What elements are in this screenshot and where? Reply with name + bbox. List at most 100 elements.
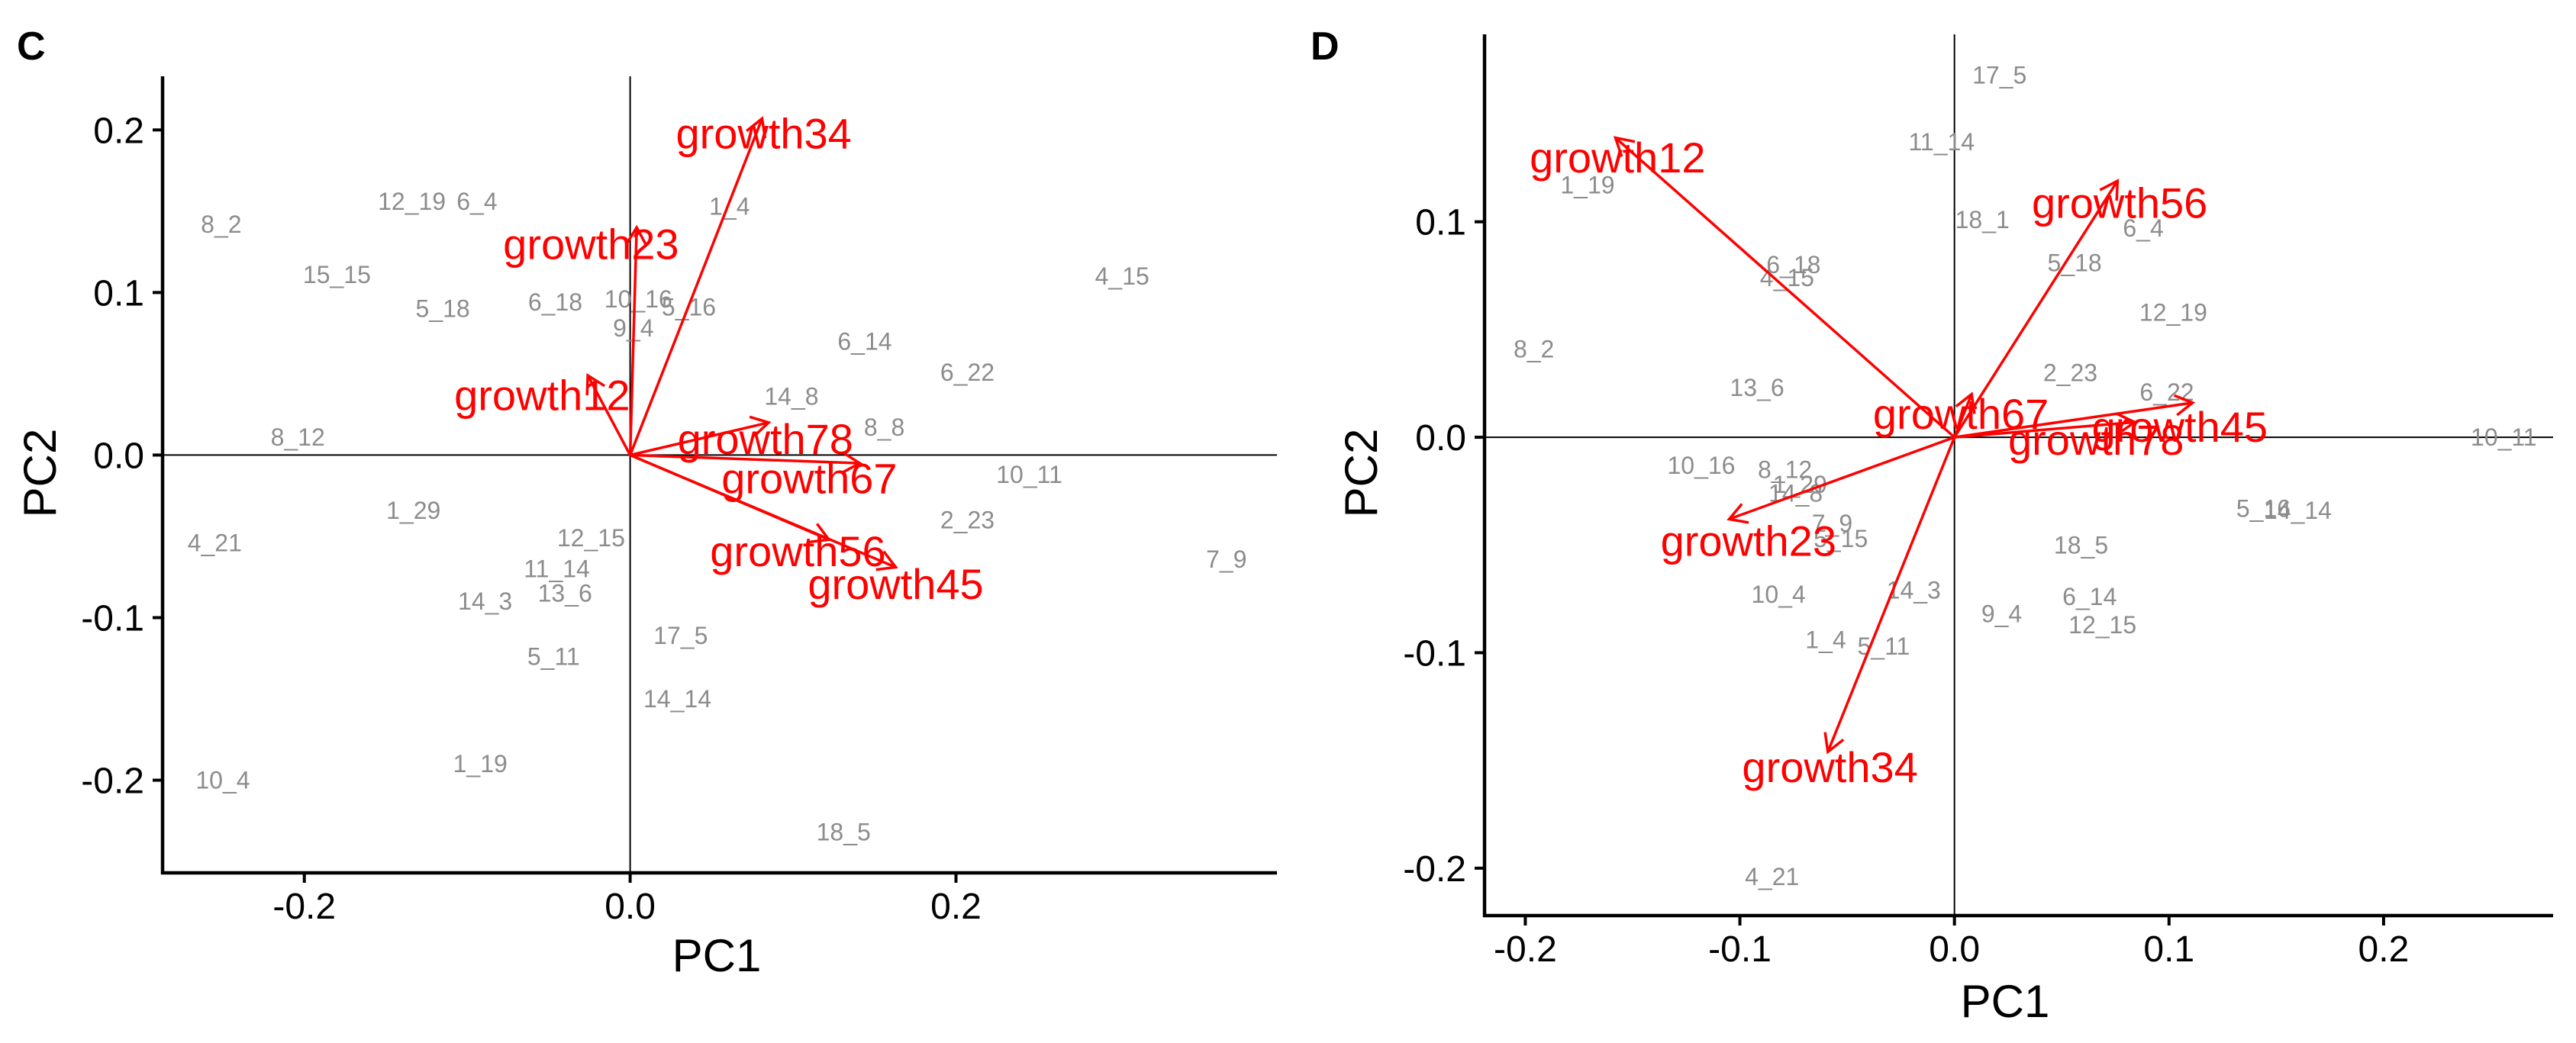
loading-arrow xyxy=(630,453,860,465)
observation-label: 14_14 xyxy=(2264,497,2332,524)
loading-arrowhead xyxy=(2173,394,2196,417)
loading-label-growth12: growth12 xyxy=(454,372,630,420)
observation-label: 10_11 xyxy=(2471,423,2537,451)
observation-label: 17_5 xyxy=(653,622,708,649)
y-axis-title-d: PC2 xyxy=(1336,429,1387,518)
loading-arrowhead xyxy=(749,415,772,437)
loading-label-growth78: growth78 xyxy=(678,415,853,463)
loading-arrow xyxy=(1953,393,1973,438)
observation-label: 4_21 xyxy=(1745,863,1799,890)
loading-label-growth34: growth34 xyxy=(1742,743,1917,791)
observation-label: 8_8 xyxy=(864,414,904,441)
y-tick-label: -0.2 xyxy=(1403,849,1466,890)
observation-label: 12_15 xyxy=(2068,611,2136,639)
observation-label: 7_9 xyxy=(1206,546,1246,573)
y-axis-title-c: PC2 xyxy=(15,429,66,518)
loading-arrow xyxy=(586,375,632,456)
loading-label-growth12: growth12 xyxy=(1530,134,1705,182)
loading-label-growth45: growth45 xyxy=(808,560,983,608)
y-tick-label: -0.1 xyxy=(1403,633,1466,674)
observation-label: 8_12 xyxy=(271,423,325,451)
biplot-panel-d: D 17_5 11_14 1_19 18_1 6_4 6_184_15 5_18 12_19 8… xyxy=(1311,24,2553,1027)
loading-arrowhead xyxy=(875,550,898,571)
loading-arrow xyxy=(630,421,769,457)
zero-lines-d xyxy=(1485,34,2553,916)
observation-label: 1_19 xyxy=(453,750,508,777)
axes-d: -0.2 -0.1 0.0 0.1 0.2 0.1 0.0 -0.1 -0.2 xyxy=(1403,34,2553,970)
loading-arrowhead xyxy=(2099,179,2120,201)
y-tick-label: -0.2 xyxy=(81,761,144,802)
loading-arrowhead xyxy=(746,116,767,139)
observation-label: 7_9 xyxy=(1812,510,1852,537)
observation-labels-d: 17_5 11_14 1_19 18_1 6_4 6_184_15 5_18 12_19 8_2… xyxy=(1514,62,2537,891)
y-tick-label: 0.1 xyxy=(93,273,144,314)
x-tick-label: 0.2 xyxy=(930,887,982,927)
observation-label: 9_4 xyxy=(1981,600,2022,628)
observation-label: 6_14 xyxy=(2062,583,2117,610)
loading-label-growth23: growth23 xyxy=(1661,517,1836,565)
loading-arrow xyxy=(628,227,638,456)
observation-label: 2_23 xyxy=(940,507,995,534)
observation-label: 1_4 xyxy=(709,192,750,220)
loading-label-growth45: growth45 xyxy=(2092,403,2268,451)
observation-label: 1_19 xyxy=(1560,172,1614,199)
loading-arrows-c: growth34 growth23 growth12 growth78growth67… xyxy=(454,110,984,608)
y-tick-label: 0.1 xyxy=(1415,203,1466,243)
loading-arrowhead xyxy=(1613,136,1636,157)
observation-label: 5_11 xyxy=(527,643,580,671)
x-tick-label: 0.1 xyxy=(2143,929,2194,970)
y-tick-label: 0.0 xyxy=(93,436,144,476)
x-tick-label: -0.2 xyxy=(1494,929,1557,970)
observation-label: 8_2 xyxy=(201,211,241,238)
loading-label-growth56: growth56 xyxy=(2032,179,2207,227)
loading-arrowhead xyxy=(585,372,606,396)
loading-label-growth78: growth78 xyxy=(2008,416,2184,464)
panel-label-c: C xyxy=(17,24,46,69)
x-axis-title-d: PC1 xyxy=(1961,976,2050,1027)
observation-label: 14_8 xyxy=(764,383,818,410)
observation-label: 15_15 xyxy=(303,261,371,288)
observation-label: 10_16 xyxy=(605,285,672,313)
observation-label: 14_14 xyxy=(643,685,711,713)
zero-lines-c xyxy=(163,76,1277,873)
observation-label: 6_18 xyxy=(1766,251,1820,278)
observation-label: 8_12 xyxy=(1758,456,1812,483)
observation-label: 10_4 xyxy=(195,767,250,794)
x-tick-label: 0.0 xyxy=(1929,929,1980,970)
observation-label: 5_18 xyxy=(2047,249,2101,276)
loading-arrow xyxy=(1826,436,1956,753)
y-tick-label: 0.2 xyxy=(93,111,144,151)
x-tick-label: 0.0 xyxy=(605,887,656,927)
x-tick-label: -0.1 xyxy=(1708,929,1772,970)
observation-label: 14_3 xyxy=(458,587,512,615)
observation-label: 5_16 xyxy=(2236,494,2291,522)
loading-arrowhead xyxy=(1955,391,1976,414)
loading-arrowhead xyxy=(841,451,863,474)
loading-arrows-d: growth12 growth56 growth67 growth45growth78… xyxy=(1530,134,2268,791)
loading-arrowhead xyxy=(1823,732,1845,755)
observation-label: 14_3 xyxy=(1887,577,1941,604)
observation-label: 13_6 xyxy=(538,580,592,607)
y-tick-label: -0.1 xyxy=(81,598,144,639)
loading-arrowhead xyxy=(625,224,648,246)
loading-arrowhead xyxy=(2116,412,2138,435)
observation-label: 18_5 xyxy=(2054,531,2108,559)
observation-label: 4_15 xyxy=(1760,264,1814,291)
observation-label: 1_4 xyxy=(1805,626,1846,654)
loading-label-growth34: growth34 xyxy=(675,110,851,158)
observation-label: 6_4 xyxy=(456,188,497,215)
x-tick-label: -0.2 xyxy=(272,887,336,927)
observation-label: 6_14 xyxy=(837,327,891,355)
observation-label: 12_19 xyxy=(2139,298,2207,326)
y-tick-label: 0.0 xyxy=(1415,418,1466,459)
observation-label: 12_19 xyxy=(378,188,446,215)
x-axis-title-c: PC1 xyxy=(672,930,762,981)
loading-arrow xyxy=(1728,436,1955,521)
observation-label: 2_23 xyxy=(2043,359,2097,386)
observation-labels-c: 8_212_19 6_4 1_415_155_18 6_18 10_165_169_44… xyxy=(188,188,1247,846)
observation-label: 10_16 xyxy=(1667,452,1735,479)
observation-label: 4_15 xyxy=(1095,262,1149,290)
axes-c: -0.2 0.0 0.2 0.2 0.1 0.0 -0.1 -0.2 xyxy=(81,76,1277,927)
observation-label: 4_21 xyxy=(188,529,242,556)
